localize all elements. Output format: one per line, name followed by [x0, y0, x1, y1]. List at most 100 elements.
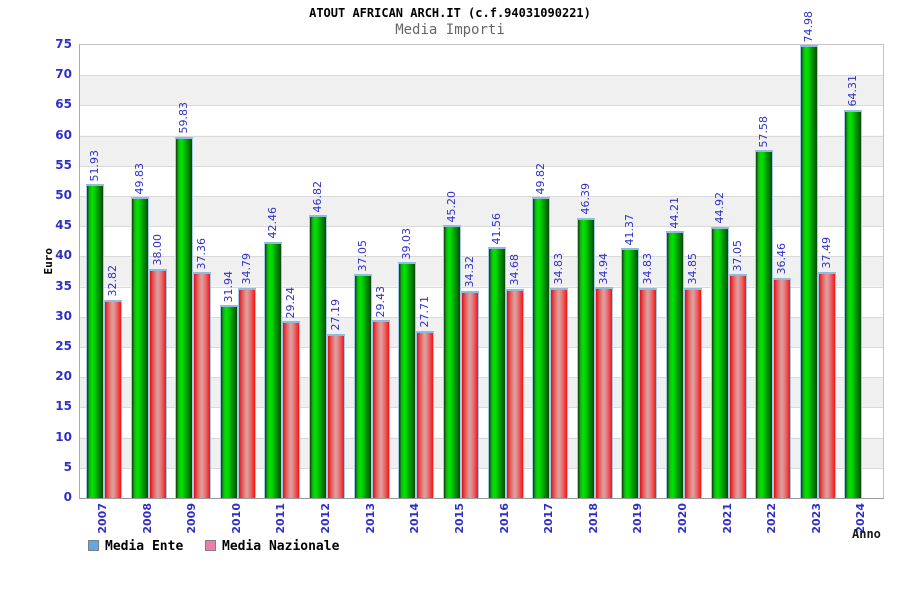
- value-label-media-ente-2012: 46.82: [311, 180, 325, 213]
- value-label-media-ente-2023: 74.98: [801, 10, 815, 43]
- x-tick-label-2018: 2018: [586, 503, 600, 534]
- bar-media-ente-2015: [442, 225, 461, 498]
- bar-media-ente-2007: [86, 184, 104, 498]
- value-label-media-nazionale-2018: 34.94: [596, 252, 610, 285]
- x-tick-label-2012: 2012: [319, 503, 333, 534]
- gridline-50: [80, 196, 883, 197]
- value-label-media-ente-2017: 49.82: [534, 162, 548, 195]
- value-label-media-ente-2020: 44.21: [667, 196, 681, 229]
- bar-media-ente-2014: [398, 262, 417, 498]
- chart-subtitle: Media Importi: [395, 22, 505, 38]
- gridline-40: [80, 256, 883, 258]
- gridline-20: [80, 377, 883, 379]
- bar-media-nazionale-2022: [773, 277, 792, 498]
- x-tick-label-2011: 2011: [274, 503, 288, 534]
- value-label-media-nazionale-2021: 37.05: [730, 239, 744, 272]
- bar-media-nazionale-2016: [505, 288, 524, 498]
- value-label-media-nazionale-2014: 27.71: [418, 296, 432, 328]
- bar-media-nazionale-2007: [104, 299, 122, 498]
- bar-media-ente-2019: [621, 248, 640, 498]
- value-label-media-ente-2018: 46.39: [578, 183, 592, 215]
- x-axis-title: Anno: [852, 527, 881, 541]
- value-label-media-ente-2009: 59.83: [177, 102, 191, 134]
- value-label-media-nazionale-2016: 34.68: [507, 254, 521, 286]
- bar-media-ente-2024: [844, 109, 863, 498]
- value-label-media-nazionale-2023: 37.49: [819, 237, 833, 269]
- x-tick-label-2021: 2021: [720, 503, 734, 534]
- bar-media-nazionale-2012: [327, 333, 346, 498]
- x-tick-label-2014: 2014: [408, 503, 422, 534]
- bar-media-nazionale-2023: [817, 271, 836, 498]
- value-label-media-ente-2016: 41.56: [489, 212, 503, 245]
- gridline-5: [80, 467, 883, 469]
- value-label-media-nazionale-2007: 32.82: [106, 265, 119, 297]
- value-label-media-ente-2011: 42.46: [266, 207, 280, 239]
- x-tick-label-2008: 2008: [140, 503, 154, 534]
- gridline-45: [80, 226, 883, 228]
- plot-area: 51.93 32.82 49.83 38.00 59.83 37.36 31.94 34.79…: [79, 11, 884, 499]
- y-tick-label-70: 70: [55, 67, 72, 82]
- legend: Media Ente Media Nazionale: [0, 539, 900, 555]
- gridline-25: [80, 347, 883, 348]
- value-label-media-nazionale-2010: 34.79: [239, 253, 253, 285]
- x-tick-label-2017: 2017: [542, 503, 556, 534]
- gridline-70: [80, 75, 883, 77]
- y-tick-label-45: 45: [55, 218, 72, 233]
- legend-label-media-nazionale: Media Nazionale: [222, 539, 340, 554]
- x-tick-label-2015: 2015: [452, 503, 466, 534]
- value-label-media-ente-2021: 44.92: [712, 192, 726, 224]
- bar-media-nazionale-2010: [237, 287, 256, 498]
- value-label-media-ente-2008: 49.83: [132, 162, 146, 195]
- value-label-media-ente-2015: 45.20: [444, 190, 458, 223]
- value-label-media-nazionale-2017: 34.83: [552, 253, 566, 285]
- x-tick-label-2020: 2020: [675, 503, 689, 534]
- y-tick-label-20: 20: [55, 369, 72, 384]
- y-tick-label-10: 10: [55, 429, 72, 444]
- value-label-media-nazionale-2019: 34.83: [641, 253, 655, 285]
- y-tick-label-40: 40: [55, 248, 72, 263]
- bar-media-nazionale-2018: [594, 287, 613, 498]
- y-tick-label-65: 65: [55, 97, 72, 112]
- legend-label-media-ente: Media Ente: [105, 539, 184, 554]
- x-tick-label-2010: 2010: [229, 503, 243, 534]
- gridline-10: [80, 437, 883, 439]
- bar-media-nazionale-2014: [416, 330, 435, 498]
- bar-media-ente-2022: [755, 150, 774, 498]
- gridline-60: [80, 135, 883, 137]
- bar-media-nazionale-2017: [550, 287, 569, 498]
- y-tick-label-0: 0: [63, 490, 72, 504]
- legend-swatch-media-ente: [88, 540, 99, 551]
- bar-media-nazionale-2008: [148, 268, 167, 498]
- value-label-media-ente-2013: 37.05: [355, 239, 369, 272]
- y-tick-label-15: 15: [55, 399, 72, 414]
- bar-media-nazionale-2021: [728, 274, 747, 498]
- y-tick-label-55: 55: [55, 157, 72, 172]
- bar-media-nazionale-2015: [460, 290, 479, 498]
- bar-media-ente-2021: [710, 226, 729, 498]
- value-label-media-ente-2019: 41.37: [623, 213, 637, 246]
- bar-media-ente-2011: [264, 241, 283, 498]
- x-tick-label-2007: 2007: [96, 503, 109, 534]
- gridline-65: [80, 105, 883, 107]
- bar-media-nazionale-2020: [683, 287, 702, 498]
- bar-media-ente-2020: [665, 231, 684, 498]
- bar-media-ente-2016: [487, 247, 506, 498]
- gridline-35: [80, 286, 883, 288]
- x-tick-label-2013: 2013: [363, 503, 377, 534]
- bar-media-ente-2010: [219, 305, 238, 498]
- y-tick-label-50: 50: [55, 188, 72, 202]
- bar-media-ente-2012: [309, 215, 328, 498]
- bar-media-nazionale-2009: [193, 272, 212, 498]
- y-tick-label-60: 60: [55, 127, 72, 142]
- gridline-15: [80, 407, 883, 409]
- x-tick-label-2009: 2009: [185, 503, 199, 534]
- x-tick-label-2022: 2022: [765, 503, 779, 534]
- legend-swatch-media-nazionale: [205, 540, 216, 551]
- x-tick-label-2016: 2016: [497, 503, 511, 534]
- x-tick-label-2023: 2023: [809, 503, 823, 534]
- chart-title: ATOUT AFRICAN ARCH.IT (c.f.94031090221): [309, 6, 591, 20]
- bar-media-ente-2017: [532, 197, 551, 498]
- value-label-media-nazionale-2011: 29.24: [284, 286, 298, 319]
- bar-media-ente-2018: [576, 217, 595, 498]
